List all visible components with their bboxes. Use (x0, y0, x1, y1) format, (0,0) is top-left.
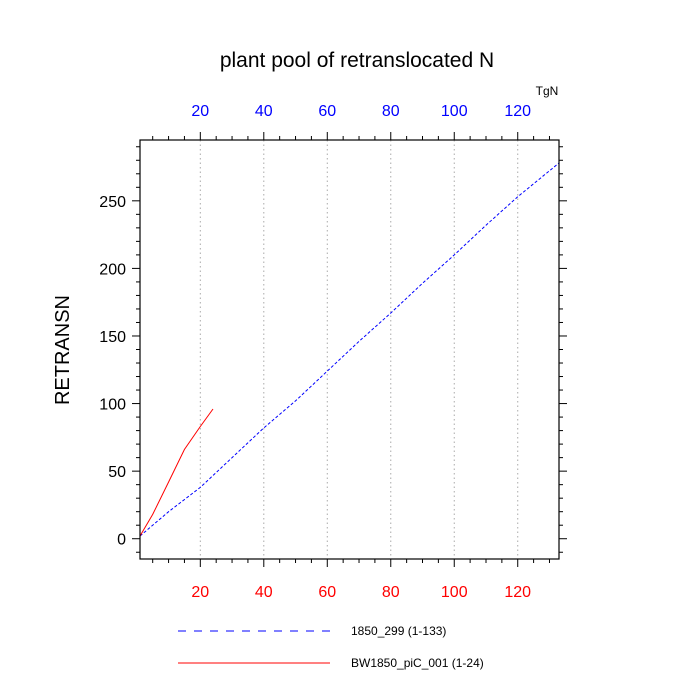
x-tick-label-bottom: 60 (318, 584, 336, 601)
x-tick-label-top: 40 (255, 103, 273, 120)
x-tick-label-bottom: 120 (504, 584, 531, 601)
x-tick-label-top: 100 (441, 103, 468, 120)
legend-label-1: 1850_299 (1-133) (351, 624, 446, 638)
plot-frame (139, 139, 560, 560)
chart-title: plant pool of retranslocated N (220, 49, 494, 72)
y-tick-label: 50 (108, 464, 126, 481)
series-line-2 (139, 408, 214, 537)
x-tick-label-top: 60 (318, 103, 336, 120)
units-label: TgN (536, 84, 559, 98)
axes: 20 20 40 40 60 60 80 80 100 100 120 120 0 50 100 150 200… (99, 103, 567, 601)
y-tick-label: 250 (99, 194, 126, 211)
x-tick-label-bottom: 80 (382, 584, 400, 601)
x-tick-label-bottom: 100 (441, 584, 468, 601)
y-tick-label: 150 (99, 329, 126, 346)
grid-lines (199, 140, 519, 559)
data-series (139, 162, 560, 537)
y-tick-label: 0 (117, 532, 126, 549)
legend: 1850_299 (1-133) BW1850_piC_001 (1-24) (178, 624, 484, 670)
series-line-1 (139, 162, 560, 537)
legend-label-2: BW1850_piC_001 (1-24) (351, 656, 484, 670)
x-tick-label-top: 20 (191, 103, 209, 120)
x-tick-label-top: 80 (382, 103, 400, 120)
y-tick-label: 200 (99, 261, 126, 278)
x-tick-label-bottom: 40 (255, 584, 273, 601)
x-tick-label-bottom: 20 (191, 584, 209, 601)
y-axis-label: RETRANSN (52, 295, 74, 405)
y-tick-label: 100 (99, 397, 126, 414)
x-tick-label-top: 120 (504, 103, 531, 120)
